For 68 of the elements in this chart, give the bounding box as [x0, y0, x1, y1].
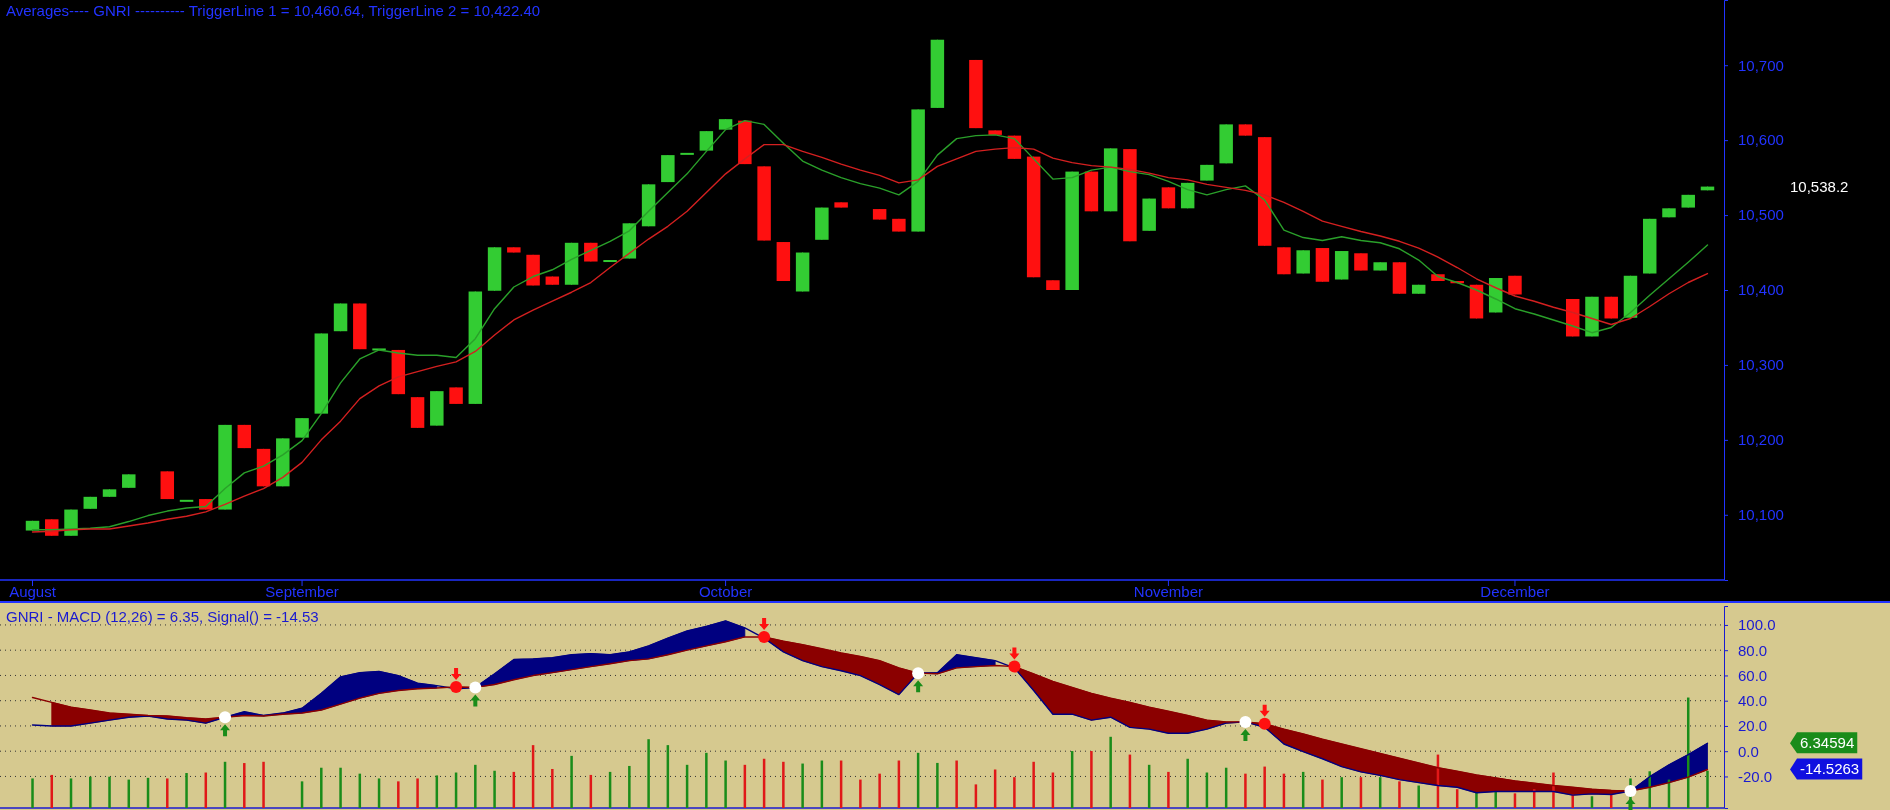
text: 10,538.2	[1790, 177, 1849, 195]
bar	[185, 773, 188, 808]
y-tick-label: 100.0	[1738, 616, 1776, 634]
bar	[1109, 736, 1112, 808]
bar	[1263, 766, 1266, 808]
y-tick-label: 10,500	[1738, 206, 1784, 224]
bar	[1013, 777, 1016, 808]
x-tick-label: October	[698, 583, 753, 600]
candlestick	[295, 417, 309, 439]
bar	[31, 778, 34, 808]
bar	[108, 776, 111, 808]
bar	[551, 768, 554, 808]
bar	[1706, 770, 1709, 808]
y-tick-label: 20.0	[1738, 717, 1768, 735]
bar	[474, 764, 477, 808]
bar	[1648, 771, 1651, 808]
x-tick-label: November	[1133, 583, 1204, 600]
bar	[1244, 773, 1247, 808]
text: 6.34594	[1800, 734, 1855, 752]
bar	[724, 760, 727, 808]
bar	[936, 762, 939, 808]
x-tick-label: December	[1480, 583, 1550, 600]
chart-title: Averages---- GNRI ---------- TriggerLine 1 = 10,460.64, TriggerLine 2 = 10,422.40	[6, 2, 541, 19]
bar	[1186, 758, 1189, 808]
bar	[1090, 751, 1093, 808]
bar	[1340, 777, 1343, 808]
x-tick-label: September	[265, 583, 339, 600]
y-tick-label: 60.0	[1738, 666, 1768, 684]
bar	[1417, 785, 1420, 808]
y-tick-label: 10,300	[1738, 356, 1784, 374]
y-tick-label: 80.0	[1738, 641, 1768, 659]
y-tick-label: 10,200	[1738, 431, 1784, 449]
candlestick	[1296, 249, 1310, 275]
text: -14.5263	[1800, 760, 1860, 778]
bar	[628, 765, 631, 808]
bar	[1321, 779, 1324, 808]
bar	[339, 767, 342, 808]
bar	[705, 752, 708, 808]
chart-title: GNRI - MACD (12,26) = 6.35, Signal() = -14.53	[6, 608, 319, 625]
bar	[1398, 781, 1401, 808]
bar	[89, 776, 92, 808]
bar	[166, 778, 169, 808]
y-tick-label: 10,400	[1738, 281, 1784, 299]
bar	[397, 781, 400, 808]
bar	[243, 763, 246, 808]
bar	[1494, 791, 1497, 808]
bar	[1032, 761, 1035, 808]
y-tick-label: 10,600	[1738, 131, 1784, 149]
bar	[1475, 792, 1478, 808]
y-tick-label: 40.0	[1738, 691, 1768, 709]
bar	[1167, 771, 1170, 808]
bar	[647, 739, 650, 808]
bar	[570, 755, 573, 808]
y-tick-label: 10,700	[1738, 56, 1784, 74]
bar	[782, 761, 785, 808]
bar	[859, 779, 862, 808]
bar	[320, 767, 323, 808]
bar	[1552, 772, 1555, 808]
y-tick-label: -20.0	[1738, 767, 1773, 785]
y-tick-label: 0.0	[1738, 742, 1759, 760]
bar	[416, 778, 419, 808]
y-tick-label: 10,100	[1738, 506, 1784, 524]
bar	[878, 773, 881, 808]
bar	[493, 770, 496, 808]
bar	[801, 763, 804, 808]
x-tick-label: August	[9, 583, 57, 600]
bar	[955, 760, 958, 808]
bar	[262, 761, 265, 808]
